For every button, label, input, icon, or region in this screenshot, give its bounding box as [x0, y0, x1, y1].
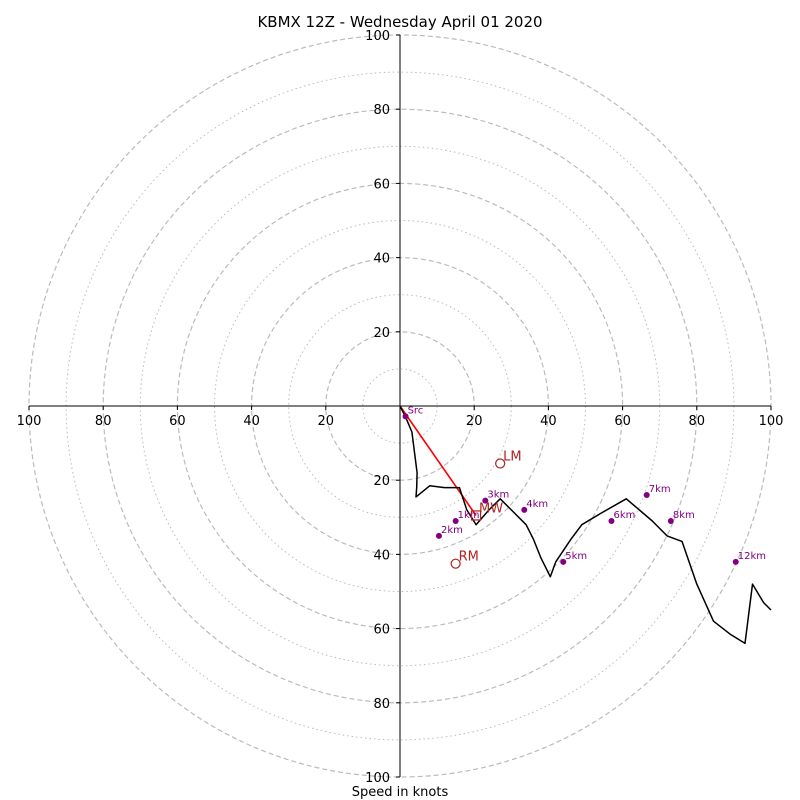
y-tick-label: 100: [365, 29, 390, 44]
x-axis-label: Speed in knots: [352, 785, 449, 800]
height-marker-Src: [402, 413, 409, 420]
hodograph-line: [399, 405, 772, 645]
shear-vector-line: [399, 405, 477, 516]
x-tick-label: 100: [759, 414, 784, 429]
x-tick-label: 60: [169, 414, 186, 429]
x-tick-label: 80: [95, 414, 112, 429]
y-tick-label: 100: [365, 771, 390, 786]
height-label-3km: 3km: [487, 490, 509, 501]
height-markers: Src 1km 2km 3km 4km 5km 6km 7km 8km 12km: [402, 405, 766, 565]
y-tick-label: 60: [373, 623, 390, 638]
height-label-7km: 7km: [649, 484, 671, 495]
height-label-5km: 5km: [565, 551, 587, 562]
x-tick-label: 80: [689, 414, 706, 429]
height-label-1km: 1km: [458, 510, 480, 521]
height-label-2km: 2km: [441, 525, 463, 536]
height-marker-7km: [643, 492, 650, 499]
height-marker-4km: [521, 506, 528, 513]
y-tick-label: 80: [373, 697, 390, 712]
height-label-8km: 8km: [673, 510, 695, 521]
storm-motion-marker-LM: [495, 458, 506, 469]
height-marker-3km: [482, 497, 489, 504]
storm-motion-markers: LM MW RM: [450, 450, 522, 569]
y-tick-label: 80: [373, 103, 390, 118]
height-marker-6km: [608, 518, 615, 525]
height-marker-2km: [435, 532, 442, 539]
storm-motion-label-MW: MW: [479, 501, 503, 516]
height-label-12km: 12km: [738, 551, 766, 562]
height-marker-12km: [732, 558, 739, 565]
height-marker-5km: [560, 558, 567, 565]
hodograph-trace: [399, 405, 772, 645]
storm-motion-label-LM: LM: [503, 450, 521, 465]
tick-labels: 100 80 60 40 20 20 40 60 80 100 100 80 60 40 20 20 40 60 8…: [17, 29, 784, 786]
x-tick-label: 40: [540, 414, 557, 429]
height-marker-8km: [667, 518, 674, 525]
x-tick-label: 20: [318, 414, 335, 429]
height-label-Src: Src: [408, 405, 424, 416]
x-tick-label: 20: [466, 414, 483, 429]
storm-motion-marker-RM: [450, 558, 461, 569]
y-tick-label: 60: [373, 177, 390, 192]
height-label-6km: 6km: [613, 510, 635, 521]
x-tick-label: 60: [614, 414, 631, 429]
y-tick-label: 40: [373, 548, 390, 563]
y-tick-label: 20: [373, 326, 390, 341]
x-tick-label: 40: [243, 414, 260, 429]
storm-motion-marker-MW: [470, 510, 482, 521]
y-tick-label: 20: [373, 474, 390, 489]
y-tick-label: 40: [373, 252, 390, 267]
chart-title: KBMX 12Z - Wednesday April 01 2020: [257, 13, 542, 31]
x-tick-label: 100: [17, 414, 42, 429]
height-marker-1km: [452, 518, 459, 525]
storm-motion-label-RM: RM: [459, 550, 479, 565]
height-label-4km: 4km: [526, 499, 548, 510]
